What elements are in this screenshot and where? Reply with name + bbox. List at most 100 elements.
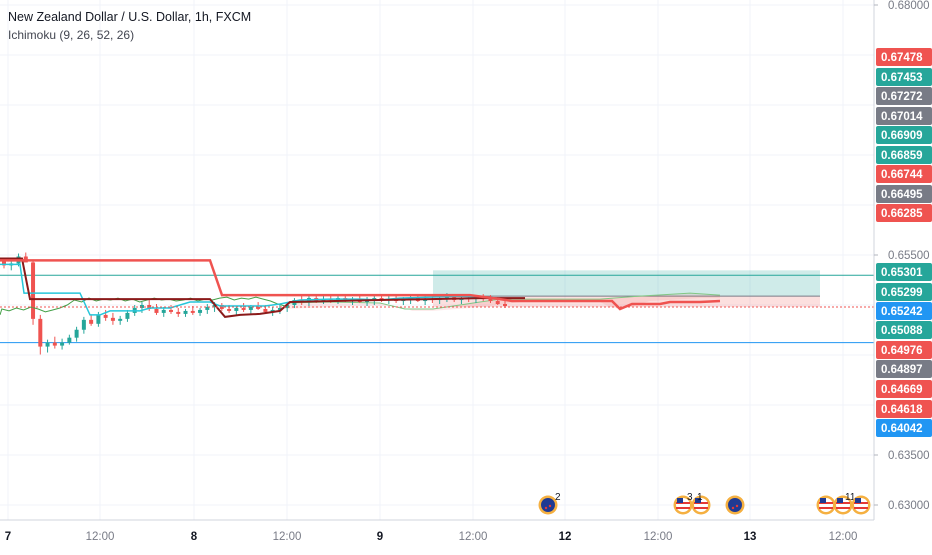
- time-tick-label: 7: [5, 531, 11, 543]
- price-label: 0.65088: [881, 325, 923, 337]
- candle-body: [256, 306, 261, 309]
- candle-body: [176, 311, 181, 314]
- time-tick-label: 12:00: [829, 531, 858, 543]
- chikou-span: [0, 296, 286, 316]
- candle-body: [444, 297, 449, 299]
- price-label-bg: [876, 263, 932, 281]
- nz-flag-event-icon[interactable]: [725, 495, 745, 515]
- price-label-bg: [876, 302, 932, 320]
- position-target-zone: [433, 270, 820, 297]
- candle-body: [118, 318, 123, 321]
- candle-body: [110, 317, 115, 321]
- price-label: 0.67014: [881, 111, 923, 123]
- event-count: 11: [845, 492, 856, 503]
- price-label-bg: [876, 360, 932, 378]
- price-label: 0.67453: [881, 72, 923, 84]
- time-tick-label: 12:00: [86, 531, 115, 543]
- price-tick-label: 0.65500: [888, 250, 930, 262]
- event-count: 3: [687, 492, 693, 503]
- price-label: 0.64618: [881, 404, 923, 416]
- candle-body: [125, 312, 130, 319]
- price-label-bg: [876, 204, 932, 222]
- candle-body: [205, 306, 210, 310]
- candle-body: [45, 342, 50, 347]
- price-label: 0.67478: [881, 52, 923, 64]
- price-tick-label: 0.63000: [888, 500, 930, 512]
- price-label: 0.66859: [881, 150, 923, 162]
- time-tick-label: 8: [191, 531, 198, 543]
- candle-body: [270, 309, 275, 312]
- price-tick-label: 0.63500: [888, 450, 930, 462]
- price-label: 0.66909: [881, 130, 923, 142]
- candle-body: [285, 305, 290, 308]
- time-tick-label: 13: [744, 531, 757, 543]
- price-label-bg: [876, 48, 932, 66]
- senkou-span-a: [284, 292, 721, 310]
- price-label-bg: [876, 126, 932, 144]
- candle-body: [488, 299, 493, 302]
- candle-body: [503, 304, 507, 306]
- price-label-bg: [876, 107, 932, 125]
- candle-body: [74, 329, 79, 338]
- candle-body: [183, 310, 188, 314]
- candle-body: [241, 307, 246, 310]
- time-tick-label: 12: [559, 531, 572, 543]
- kijun-sen: [0, 257, 525, 318]
- candle-body: [2, 260, 6, 266]
- candle-body: [234, 307, 239, 311]
- us-flag-event-icon[interactable]: [673, 495, 693, 515]
- position-stop-zone: [433, 296, 820, 307]
- candle-body: [277, 307, 282, 310]
- candle-body: [227, 308, 232, 311]
- chart-legend: New Zealand Dollar / U.S. Dollar, 1h, FX…: [8, 8, 251, 44]
- candle-body: [321, 299, 326, 302]
- price-label: 0.64897: [881, 364, 923, 376]
- candle-body: [495, 301, 500, 305]
- price-label-bg: [876, 341, 932, 359]
- candle-body: [89, 319, 94, 324]
- price-label: 0.64669: [881, 384, 923, 396]
- us-flag-event-icon[interactable]: [851, 495, 871, 515]
- candle-body: [263, 308, 268, 312]
- time-tick-label: 12:00: [273, 531, 302, 543]
- price-label-bg: [876, 165, 932, 183]
- ichimoku-cloud: [285, 293, 720, 311]
- price-label: 0.64976: [881, 345, 923, 357]
- price-label-bg: [876, 321, 932, 339]
- candle-body: [154, 308, 159, 313]
- candle-body: [67, 337, 72, 343]
- price-label-bg: [876, 400, 932, 418]
- us-flag-event-icon[interactable]: [833, 495, 853, 515]
- senkou-span-b: [0, 259, 721, 311]
- price-label-bg: [876, 380, 932, 398]
- candle-body: [190, 310, 195, 313]
- price-label-bg: [876, 87, 932, 105]
- price-label: 0.64042: [881, 423, 923, 435]
- us-flag-event-icon[interactable]: [691, 495, 711, 515]
- candle-body: [103, 314, 108, 318]
- price-tick-label: 0.68000: [888, 0, 930, 12]
- price-label-bg: [876, 146, 932, 164]
- candle-body: [161, 309, 166, 313]
- candle-body: [60, 342, 65, 346]
- event-count: 2: [555, 492, 561, 503]
- price-label-bg: [876, 419, 932, 437]
- candle-body: [52, 342, 57, 346]
- candle-body: [169, 309, 173, 312]
- us-flag-event-icon[interactable]: [816, 495, 836, 515]
- candle-body: [38, 318, 43, 347]
- price-label: 0.66495: [881, 189, 923, 201]
- price-label: 0.67272: [881, 91, 923, 103]
- candle-body: [31, 262, 36, 319]
- candle-body: [248, 306, 253, 310]
- price-label-bg: [876, 68, 932, 86]
- nz-flag-event-icon[interactable]: [538, 495, 558, 515]
- indicator-label: Ichimoku (9, 26, 52, 26): [8, 28, 135, 42]
- price-label-bg: [876, 185, 932, 203]
- price-label-bg: [876, 283, 932, 301]
- chart-title: New Zealand Dollar / U.S. Dollar, 1h, FX…: [8, 10, 252, 24]
- candle-body: [81, 319, 86, 330]
- price-label: 0.65242: [881, 306, 923, 318]
